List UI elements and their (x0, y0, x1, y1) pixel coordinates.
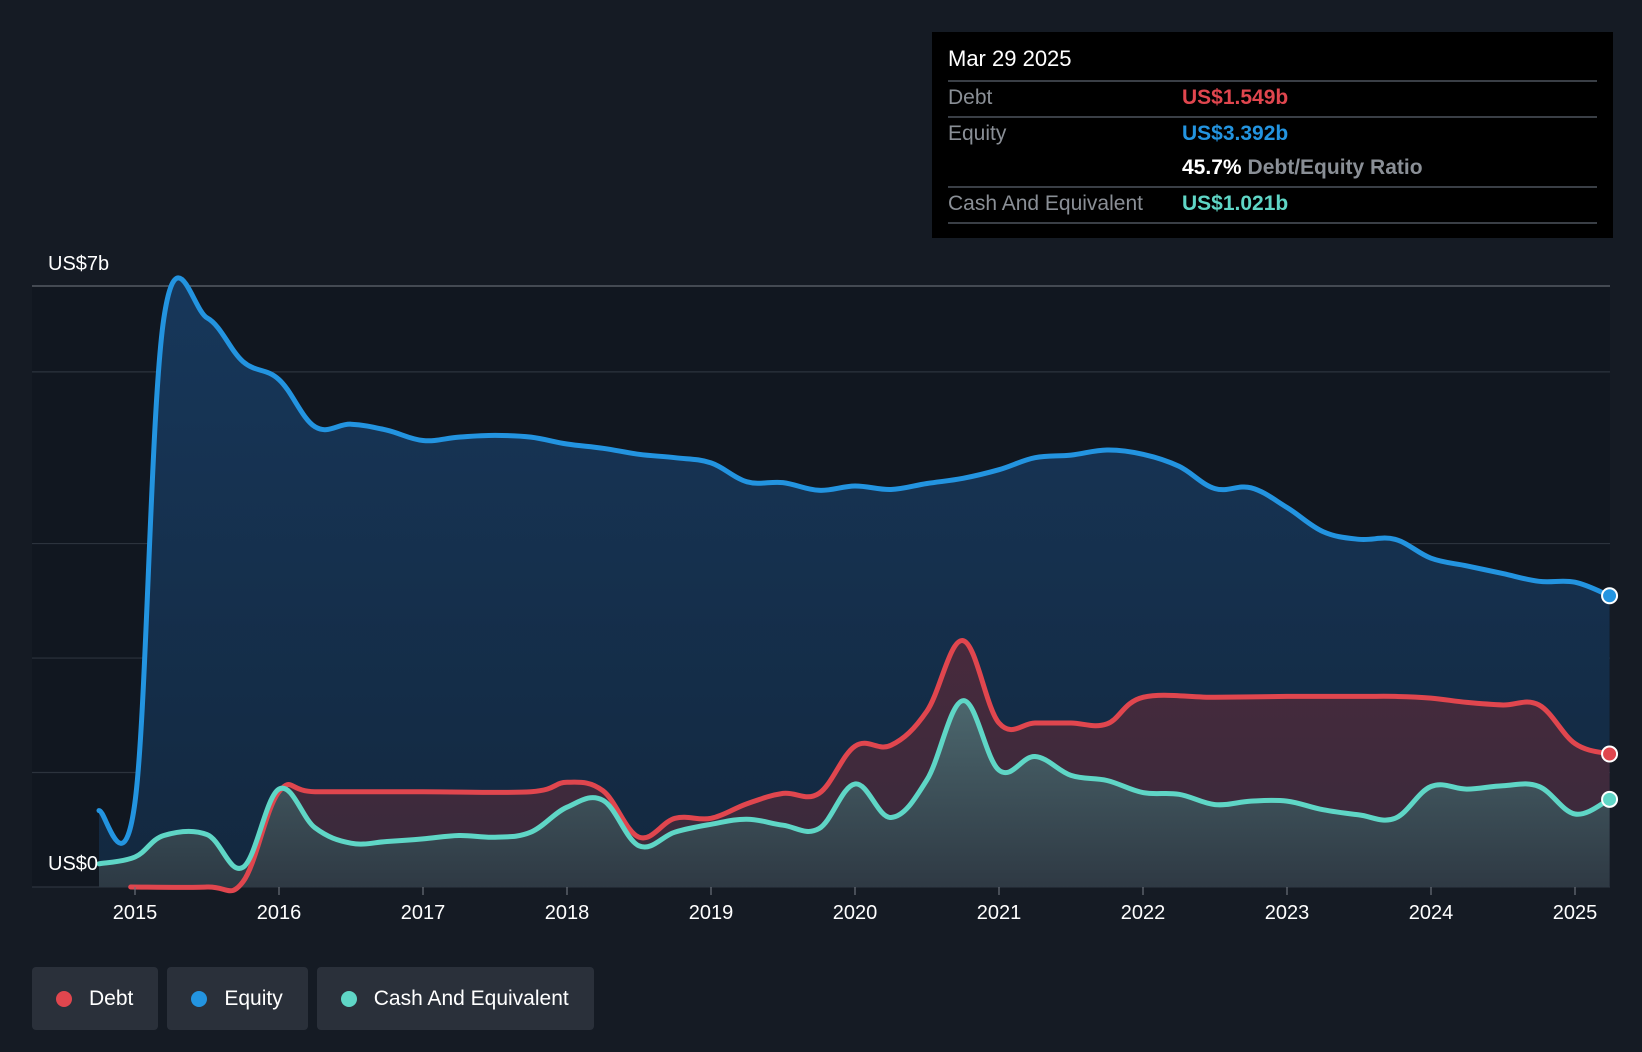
tooltip-row-cash: Cash And Equivalent US$1.021b (948, 186, 1597, 224)
cash-end-marker (1601, 790, 1619, 808)
legend-item-debt[interactable]: Debt (32, 967, 159, 1030)
tooltip-debt-value: US$1.549b (1182, 86, 1289, 109)
cash-line (96, 698, 1613, 871)
legend-dot-debt (56, 990, 72, 1007)
series-areas (99, 277, 1610, 891)
tooltip-cash-value: US$1.021b (1182, 192, 1289, 215)
tooltip-ratio-label: Debt/Equity Ratio (1247, 156, 1423, 179)
tooltip-equity-label: Equity (948, 122, 1007, 145)
x-tick-label-2024: 2024 (1409, 902, 1454, 924)
tooltip-debt-label: Debt (948, 86, 993, 109)
tooltip-row-debt: Debt US$1.549b (948, 80, 1597, 116)
debt-line (128, 638, 1613, 894)
legend-item-equity[interactable]: Equity (167, 967, 308, 1030)
tooltip-equity-value: US$3.392b (1182, 122, 1289, 145)
legend-item-cash[interactable]: Cash And Equivalent (316, 967, 594, 1030)
x-tick-label-2017: 2017 (401, 902, 446, 924)
x-tick-label-2025: 2025 (1553, 902, 1598, 924)
tooltip-date: Mar 29 2025 (948, 46, 1072, 71)
x-tick-label-2021: 2021 (977, 902, 1022, 924)
legend-label-debt: Debt (89, 986, 134, 1010)
tooltip: Mar 29 2025 Debt US$1.549b Equity US$3.3… (932, 32, 1613, 238)
tooltip-cash-label: Cash And Equivalent (948, 192, 1143, 215)
y-axis-top-label: US$7b (48, 253, 109, 275)
equity-end-marker (1601, 587, 1619, 605)
x-tick-label-2018: 2018 (545, 902, 590, 924)
tooltip-row-equity: Equity US$3.392b (948, 116, 1597, 152)
legend-dot-cash (340, 990, 357, 1007)
series-lines (96, 275, 1613, 894)
legend-label-equity: Equity (224, 986, 283, 1010)
legend: Debt Equity Cash And Equivalent (32, 967, 594, 1030)
equity-line (96, 275, 1613, 846)
x-tick-label-2020: 2020 (833, 902, 878, 924)
legend-dot-equity (191, 990, 208, 1007)
tooltip-ratio-value: 45.7% (1182, 156, 1242, 179)
tooltip-row-ratio: 45.7% Debt/Equity Ratio (948, 152, 1597, 186)
x-tick-label-2016: 2016 (257, 902, 302, 924)
x-tick-label-2023: 2023 (1265, 902, 1310, 924)
debt-end-marker (1601, 745, 1619, 763)
x-tick-label-2022: 2022 (1121, 902, 1166, 924)
y-axis-bottom-label: US$0 (48, 853, 98, 875)
tooltip-ratio: 45.7% Debt/Equity Ratio (1182, 156, 1423, 180)
end-markers (1601, 587, 1619, 808)
x-axis-ticks: 2015 2016 2017 2018 2019 2020 2021 2022 2023 2024… (113, 887, 1598, 924)
legend-label-cash: Cash And Equivalent (373, 986, 569, 1010)
cash-area (99, 700, 1610, 887)
x-tick-label-2019: 2019 (689, 902, 734, 924)
x-tick-label-2015: 2015 (113, 902, 158, 924)
